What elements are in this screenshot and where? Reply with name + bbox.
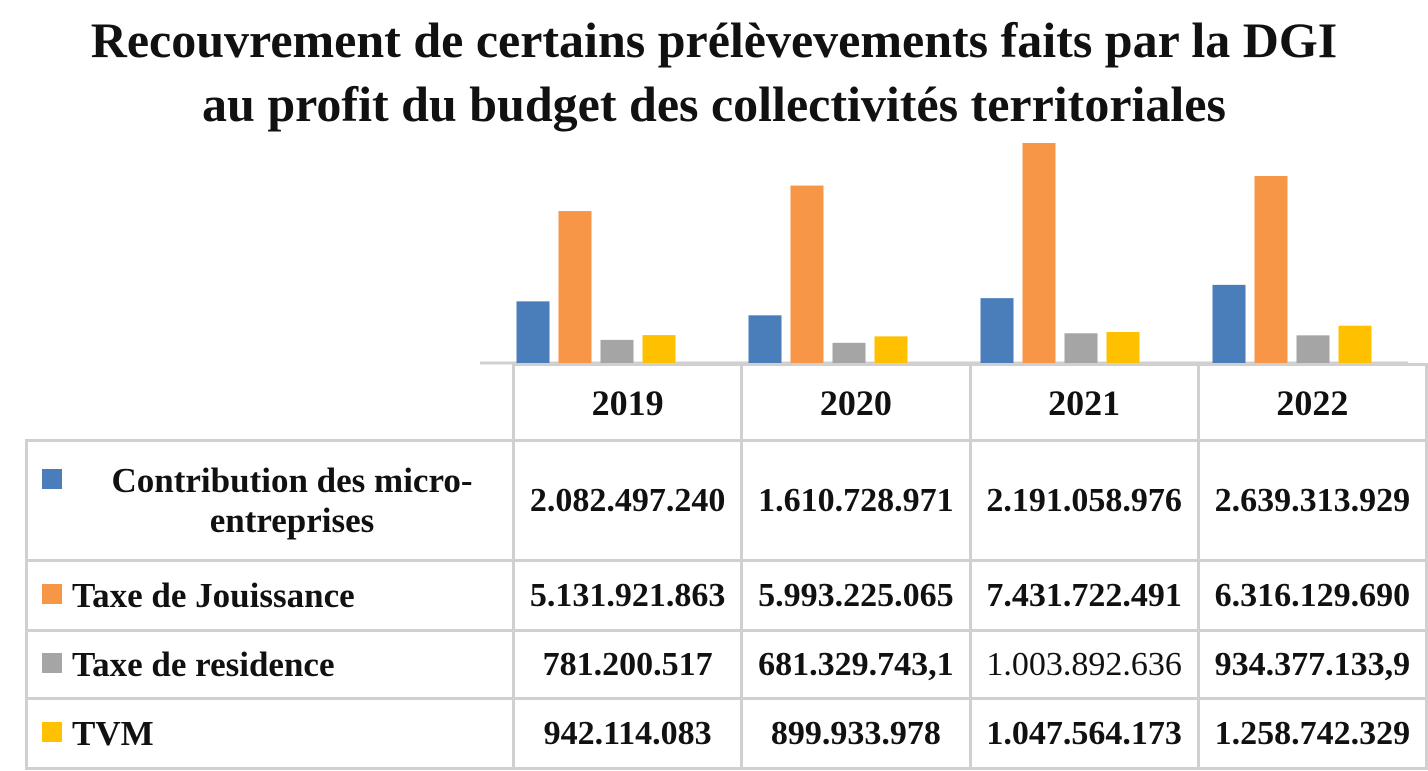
table-header-row: 2019 2020 2021 2022	[26, 363, 1428, 442]
bar-2022-series-3	[1338, 325, 1372, 363]
legend-swatch-gray	[42, 652, 62, 673]
bar-2020-series-3	[874, 336, 908, 363]
bar-2020-series-1	[790, 185, 824, 363]
bar-2022-series-2	[1296, 335, 1330, 363]
table-row-micro-entreprises: Contribution des micro- entreprises 2.08…	[25, 439, 1428, 562]
table-row-taxe-residence: Taxe de residence 781.200.517 681.329.74…	[25, 629, 1428, 700]
series-label-line: Contribution des micro-	[111, 460, 473, 500]
series-label-line: entreprises	[209, 500, 375, 540]
chart-title-line-1: Recouvrement de certains prélèvevements …	[90, 12, 1338, 68]
data-label: 1.258.742.329	[1196, 697, 1428, 770]
series-label: TVM	[72, 713, 154, 753]
bar-2019-series-3	[642, 335, 676, 363]
table-row-tvm: TVM 942.114.083 899.933.978 1.047.564.17…	[25, 697, 1428, 770]
chart-title: Recouvrement de certains prélèvevements …	[0, 8, 1428, 136]
table-row-taxe-jouissance: Taxe de Jouissance 5.131.921.863 5.993.2…	[25, 559, 1428, 632]
series-label-cell: TVM	[25, 697, 515, 770]
data-label: 7.431.722.491	[968, 559, 1200, 632]
data-label: 681.329.743,1	[740, 629, 972, 700]
data-table: 2019 2020 2021 2022 Contribution des mic…	[25, 363, 1428, 770]
year-header: 2019	[511, 363, 744, 442]
chart-title-line-2: au profit du budget des collectivités te…	[202, 76, 1226, 132]
bar-2020-series-0	[748, 315, 782, 363]
data-label: 2.191.058.976	[968, 439, 1200, 562]
series-label: Taxe de residence	[72, 644, 335, 684]
year-header: 2020	[740, 363, 972, 442]
data-label: 934.377.133,9	[1196, 629, 1428, 700]
year-header: 2022	[1196, 363, 1428, 442]
data-label: 899.933.978	[740, 697, 972, 770]
data-label: 1.003.892.636	[968, 629, 1200, 700]
bar-2019-series-1	[558, 211, 592, 363]
bar-2021-series-0	[980, 298, 1014, 363]
data-label: 2.082.497.240	[511, 439, 744, 562]
data-label: 5.993.225.065	[740, 559, 972, 632]
bar-2021-series-2	[1064, 333, 1098, 363]
bar-2021-series-3	[1106, 331, 1140, 363]
bar-2019-series-0	[516, 301, 550, 363]
data-label: 1.610.728.971	[740, 439, 972, 562]
data-label: 6.316.129.690	[1196, 559, 1428, 632]
series-label-cell: Taxe de residence	[25, 629, 515, 700]
data-label: 942.114.083	[511, 697, 744, 770]
data-label: 2.639.313.929	[1196, 439, 1428, 562]
bar-2021-series-1	[1022, 143, 1056, 363]
legend-swatch-blue	[42, 468, 62, 489]
series-label: Taxe de Jouissance	[72, 575, 355, 615]
table-corner	[26, 364, 515, 442]
data-label: 5.131.921.863	[511, 559, 744, 632]
bar-2020-series-2	[832, 342, 866, 363]
legend-swatch-yellow	[42, 721, 62, 742]
year-header: 2021	[968, 363, 1200, 442]
legend-swatch-orange	[42, 583, 62, 604]
data-label: 1.047.564.173	[968, 697, 1200, 770]
bar-2019-series-2	[600, 339, 634, 363]
series-label-cell: Contribution des micro- entreprises	[25, 439, 515, 562]
series-label-cell: Taxe de Jouissance	[25, 559, 515, 632]
series-label: Contribution des micro- entreprises	[72, 461, 512, 541]
bar-2022-series-0	[1212, 284, 1246, 363]
bar-2022-series-1	[1254, 176, 1288, 363]
data-label: 781.200.517	[511, 629, 744, 700]
